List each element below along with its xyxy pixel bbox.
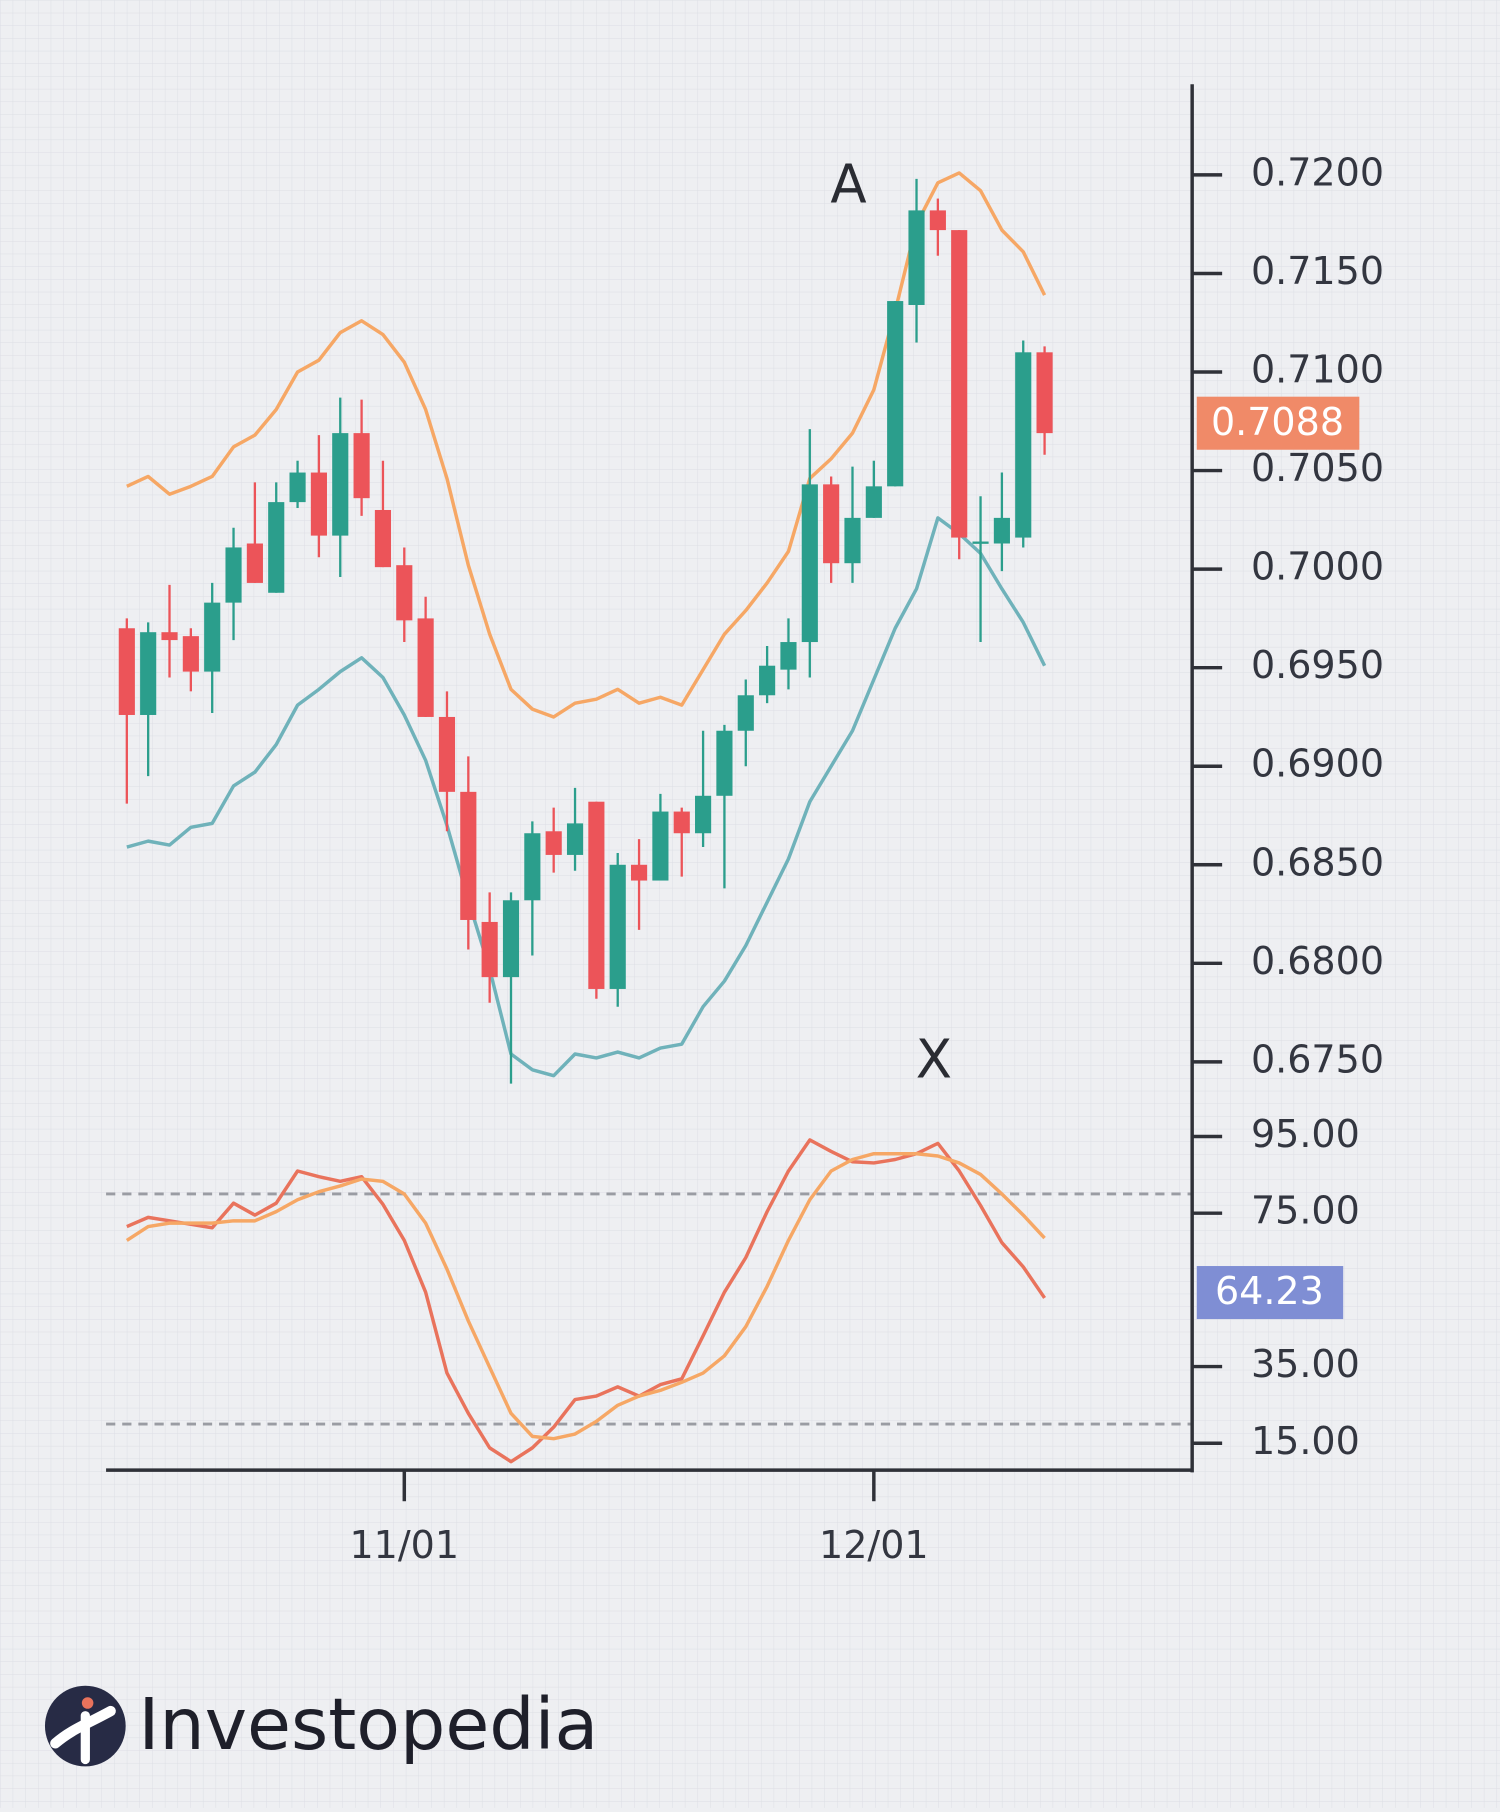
logo: Investopedia [44,1683,598,1767]
candle-body [1015,352,1032,538]
y-tick-label: 0.7000 [1251,545,1384,589]
candle-body [374,509,392,568]
candle-body [993,517,1010,544]
candle-body [502,900,520,978]
y-tick-label: 95.00 [1251,1112,1360,1156]
candle-body [353,433,370,499]
x-tick-label: 11/01 [349,1523,459,1567]
band-line [126,516,1047,1078]
candle-body [844,517,861,564]
candle-body [225,547,242,603]
logo-swoosh [50,1705,116,1749]
candle-body [865,486,882,518]
candle-body [737,695,754,731]
candle-body [972,541,989,544]
candle-body [182,636,199,672]
candle-body [1036,352,1053,434]
y-tick-label: 0.7100 [1251,348,1384,392]
candle-body [417,618,434,717]
candle-body [588,801,605,989]
candle-body [246,543,263,583]
annotation: A [830,154,866,216]
y-tick-label: 0.7050 [1251,446,1384,490]
oscillator-badge [1196,1266,1344,1320]
candle-body [887,301,904,487]
y-tick-label: 0.6900 [1251,742,1384,786]
candle-body [481,921,498,978]
oscillator-line [125,1152,1046,1441]
price-badge-label: 0.7088 [1211,400,1344,444]
y-tick-label: 0.6850 [1251,840,1384,884]
candle-body [929,210,946,231]
logo-dot [81,1697,94,1709]
y-tick-label: 0.7150 [1251,249,1384,293]
candle-body [801,484,818,643]
y-tick-label: 0.6750 [1251,1037,1384,1081]
price-badge [1196,396,1360,450]
candle-body [545,831,562,855]
candle-body [652,811,669,881]
candle-body [332,433,349,536]
candle-body [908,210,925,306]
candle-body [695,795,712,834]
candle-body [566,823,584,855]
y-tick-label: 35.00 [1251,1342,1360,1386]
oscillator-badge-label: 64.23 [1215,1269,1324,1313]
candle-body [204,602,221,672]
candle-body [609,864,626,989]
candle-body [396,565,413,621]
candle-body [289,472,306,503]
candle-body [716,730,733,796]
candle-body [951,230,968,538]
y-tick-label: 0.6800 [1251,939,1384,983]
candle-body [823,484,840,564]
oscillator-line [126,1138,1047,1464]
candle-body [118,628,135,715]
annotation: X [916,1029,952,1091]
candle-body [310,472,327,536]
candle-body [780,642,797,670]
candle-body [673,811,690,834]
y-tick-label: 0.6950 [1251,643,1384,687]
brand-name: Investopedia [138,1683,598,1766]
candle-body [438,716,456,792]
candle-body [524,833,541,901]
plot [106,171,1193,1464]
candle-body [268,502,285,593]
y-tick-label: 15.00 [1251,1419,1360,1463]
x-tick-label: 12/01 [819,1523,929,1567]
candle-body [759,665,776,696]
y-tick-label: 75.00 [1251,1189,1360,1233]
candle-body [630,864,648,881]
y-tick-label: 0.7200 [1251,150,1384,194]
candle-body [161,632,178,641]
candle-body [140,632,157,715]
candle-body [460,791,477,920]
